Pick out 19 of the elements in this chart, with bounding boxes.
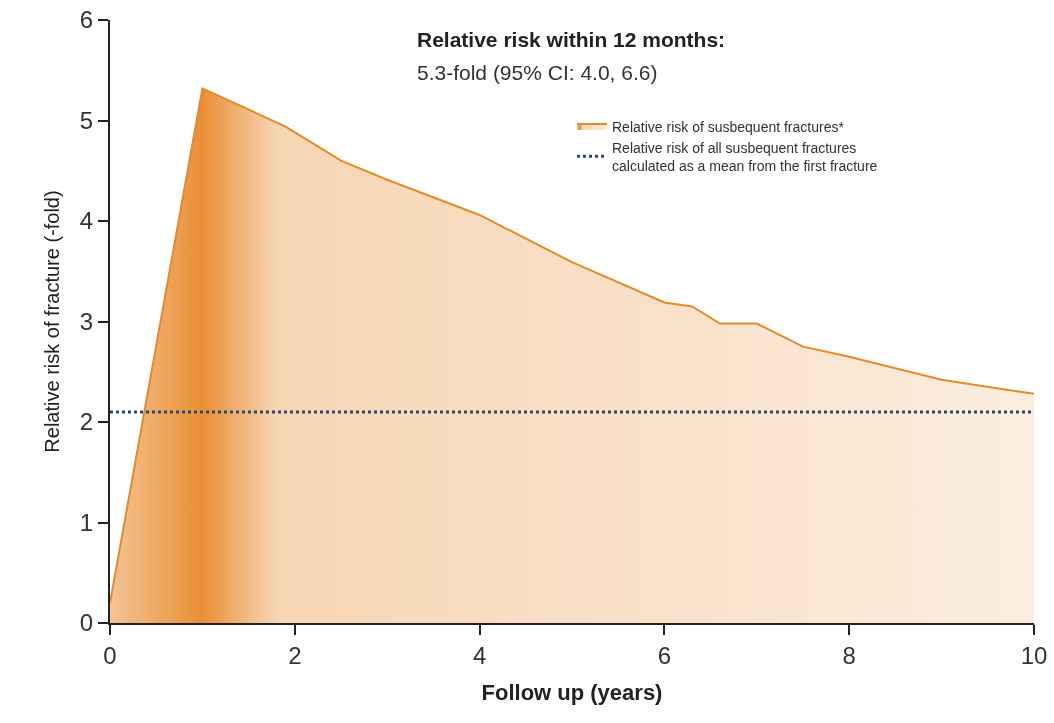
x-tick-label: 8 [842, 641, 856, 669]
legend-label: Relative risk of all susbequent fractures calculated as a mean from the first fracture [612, 139, 878, 174]
y-tick-label: 3 [79, 307, 94, 335]
chart-title: Relative risk within 12 months: [417, 28, 726, 51]
y-tick-label: 0 [79, 609, 94, 637]
y-tick-label: 5 [79, 106, 94, 134]
y-tick-label: 6 [79, 6, 94, 34]
x-tick-label: 2 [288, 641, 302, 669]
x-tick-label: 6 [657, 641, 672, 669]
y-tick-label: 2 [79, 408, 94, 436]
x-axis-title: Follow up (years) [481, 680, 663, 705]
x-tick-label: 10 [1020, 641, 1048, 669]
y-tick-label: 4 [79, 207, 94, 235]
legend-label: Relative risk of susbequent fractures* [612, 118, 845, 135]
y-axis-title: Relative risk of fracture (-fold) [41, 190, 63, 453]
x-tick-label: 4 [472, 641, 487, 669]
x-tick-label: 0 [103, 641, 117, 669]
text: 5.3-fold (95% CI: 4.0, 6.6) [417, 61, 658, 84]
y-tick-label: 1 [79, 508, 94, 536]
